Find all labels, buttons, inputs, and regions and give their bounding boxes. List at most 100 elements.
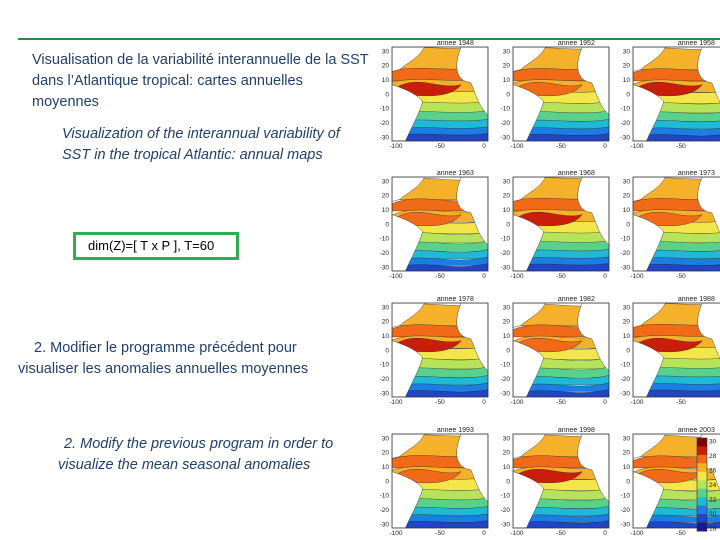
map-y-tick-label: 30 bbox=[382, 48, 390, 55]
map-y-tick-label: 30 bbox=[503, 435, 511, 442]
map-y-tick-label: 10 bbox=[623, 464, 631, 471]
map-y-tick-label: 0 bbox=[506, 347, 510, 354]
map-y-tick-label: 20 bbox=[623, 63, 631, 70]
sst-map-panel: annee 1978 30 20 10 0 -10 -20 -30 -100 -50 0 bbox=[380, 296, 489, 406]
map-y-tick-label: 30 bbox=[382, 435, 390, 442]
map-y-tick-label: 10 bbox=[503, 77, 511, 84]
map-y-tick-label: 20 bbox=[623, 193, 631, 200]
map-year-title: annee 1968 bbox=[558, 170, 595, 177]
map-y-tick-label: -10 bbox=[501, 106, 511, 113]
map-y-tick-label: 20 bbox=[503, 63, 511, 70]
title-divider-line bbox=[18, 38, 720, 40]
map-y-tick-label: -30 bbox=[380, 390, 390, 397]
map-y-tick-label: -20 bbox=[380, 250, 390, 257]
map-frame bbox=[632, 46, 720, 142]
map-y-tick-label: 10 bbox=[503, 207, 511, 214]
map-y-tick-label: 20 bbox=[382, 450, 390, 457]
map-y-tick-label: 10 bbox=[623, 333, 631, 340]
sst-map-panel: annee 1952 30 20 10 0 -10 -20 -30 -100 -50 0 bbox=[501, 40, 610, 150]
map-x-tick-label: -50 bbox=[676, 273, 686, 280]
map-x-tick-label: 0 bbox=[603, 530, 607, 537]
map-y-tick-label: 30 bbox=[623, 178, 631, 185]
map-x-tick-label: -100 bbox=[389, 273, 402, 280]
map-y-tick-label: -20 bbox=[501, 250, 511, 257]
slide-title-english: Visualization of the interannual variabi… bbox=[62, 126, 340, 163]
map-x-tick-label: 0 bbox=[482, 399, 486, 406]
map-y-tick-label: 30 bbox=[623, 304, 631, 311]
colorbar-tick-label: 26 bbox=[709, 467, 717, 474]
map-y-tick-label: 30 bbox=[382, 304, 390, 311]
map-x-tick-label: 0 bbox=[603, 143, 607, 150]
map-y-tick-label: 20 bbox=[503, 193, 511, 200]
map-y-tick-label: 30 bbox=[503, 304, 511, 311]
map-y-tick-label: -30 bbox=[501, 521, 511, 528]
map-y-tick-label: -30 bbox=[501, 134, 511, 141]
map-frame bbox=[632, 433, 720, 529]
map-year-title: annee 1952 bbox=[558, 40, 595, 47]
map-y-tick-label: -10 bbox=[380, 236, 390, 243]
colorbar-tick-label: 24 bbox=[709, 482, 717, 489]
map-x-tick-label: -50 bbox=[556, 143, 566, 150]
map-y-tick-label: -20 bbox=[380, 120, 390, 127]
map-year-title: annee 1963 bbox=[437, 170, 474, 177]
map-frame bbox=[391, 433, 489, 529]
map-x-tick-label: -100 bbox=[630, 143, 643, 150]
map-y-tick-label: 20 bbox=[382, 193, 390, 200]
map-x-tick-label: -50 bbox=[676, 399, 686, 406]
colorbar: 30 28 26 24 22 20 18 bbox=[696, 437, 717, 532]
map-y-tick-label: 0 bbox=[506, 478, 510, 485]
map-y-tick-label: -10 bbox=[621, 236, 631, 243]
map-x-tick-label: -50 bbox=[435, 143, 445, 150]
map-x-tick-label: -100 bbox=[510, 143, 523, 150]
map-y-tick-label: -20 bbox=[501, 376, 511, 383]
map-x-tick-label: -50 bbox=[435, 273, 445, 280]
map-x-tick-label: -100 bbox=[389, 530, 402, 537]
map-y-tick-label: -20 bbox=[621, 250, 631, 257]
map-y-tick-label: -30 bbox=[621, 521, 631, 528]
map-y-tick-label: 30 bbox=[382, 178, 390, 185]
map-y-tick-label: 0 bbox=[506, 221, 510, 228]
map-y-tick-label: -10 bbox=[380, 106, 390, 113]
map-y-tick-label: -10 bbox=[501, 362, 511, 369]
map-y-tick-label: -20 bbox=[621, 507, 631, 514]
map-x-tick-label: -100 bbox=[630, 399, 643, 406]
map-y-tick-label: 0 bbox=[506, 91, 510, 98]
map-y-tick-label: -10 bbox=[380, 362, 390, 369]
map-x-tick-label: 0 bbox=[603, 273, 607, 280]
map-frame bbox=[512, 433, 610, 529]
map-y-tick-label: -30 bbox=[380, 264, 390, 271]
map-y-tick-label: 0 bbox=[626, 347, 630, 354]
map-x-tick-label: -50 bbox=[676, 143, 686, 150]
map-x-tick-label: 0 bbox=[482, 530, 486, 537]
map-y-tick-label: 10 bbox=[382, 464, 390, 471]
colorbar-tick-label: 22 bbox=[709, 496, 717, 503]
map-x-tick-label: -50 bbox=[435, 399, 445, 406]
dimension-label-box: dim(Z)=[ T x P ], T=60 bbox=[73, 232, 239, 260]
map-y-tick-label: 10 bbox=[382, 207, 390, 214]
map-y-tick-label: 10 bbox=[382, 77, 390, 84]
map-y-tick-label: 10 bbox=[503, 464, 511, 471]
map-y-tick-label: 20 bbox=[623, 450, 631, 457]
map-frame bbox=[512, 302, 610, 398]
colorbar-tick-label: 28 bbox=[709, 453, 717, 460]
map-year-title: annee 1958 bbox=[678, 40, 715, 47]
map-year-title: annee 1998 bbox=[558, 427, 595, 434]
sst-map-panel: annee 1993 30 20 10 0 -10 -20 -30 -100 -50 0 bbox=[380, 427, 489, 537]
map-y-tick-label: 30 bbox=[503, 178, 511, 185]
slide-title-french: Visualisation de la variabilité interann… bbox=[32, 52, 369, 110]
map-x-tick-label: -100 bbox=[630, 273, 643, 280]
map-y-tick-label: 0 bbox=[626, 478, 630, 485]
map-y-tick-label: 0 bbox=[385, 347, 389, 354]
map-y-tick-label: -10 bbox=[621, 106, 631, 113]
map-x-tick-label: 0 bbox=[603, 399, 607, 406]
map-y-tick-label: -10 bbox=[380, 493, 390, 500]
map-y-tick-label: 10 bbox=[623, 207, 631, 214]
map-y-tick-label: -30 bbox=[501, 390, 511, 397]
map-year-title: annee 1988 bbox=[678, 296, 715, 303]
map-frame bbox=[391, 46, 489, 142]
map-y-tick-label: 20 bbox=[503, 319, 511, 326]
question-2-english: 2. Modify the previous program in order … bbox=[58, 436, 334, 473]
map-year-title: annee 1982 bbox=[558, 296, 595, 303]
